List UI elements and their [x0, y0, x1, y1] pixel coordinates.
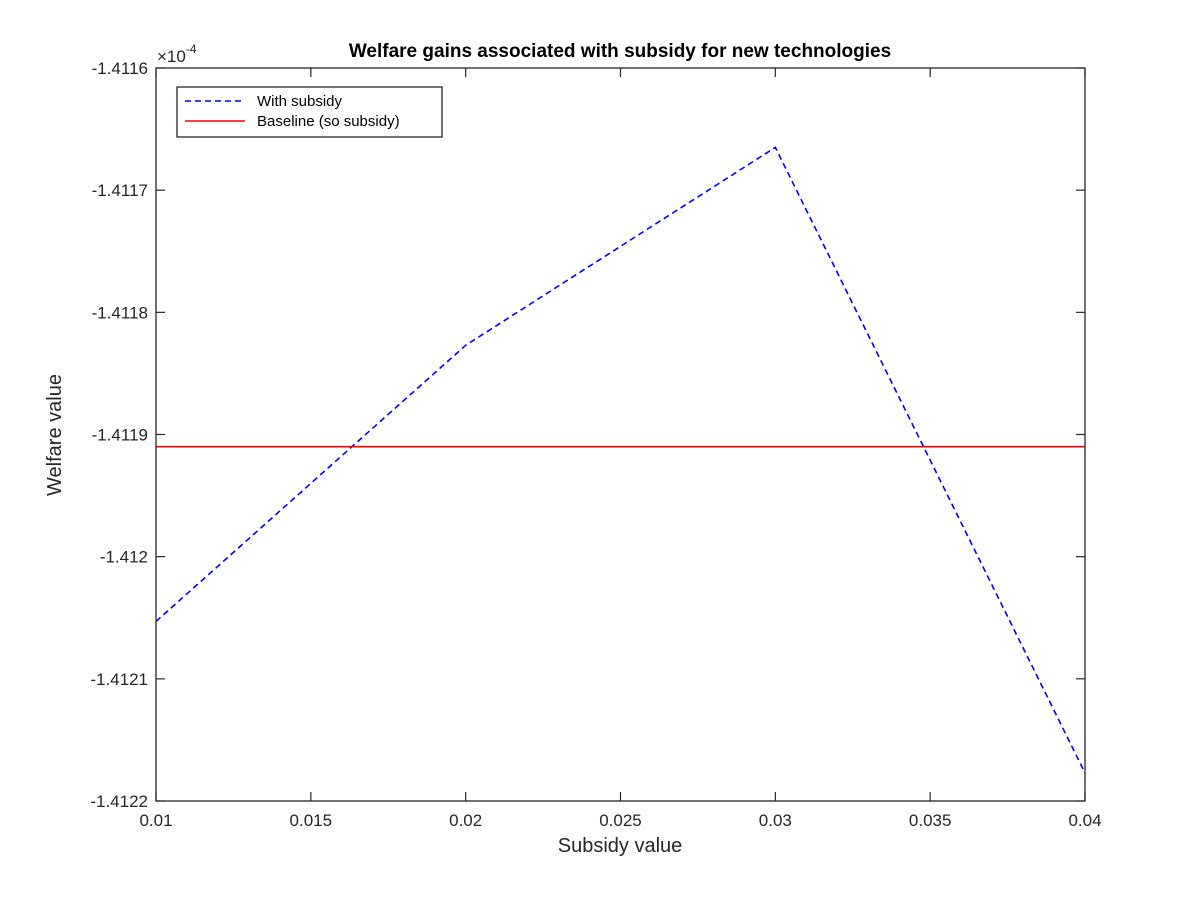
y-tick-label: -1.412	[100, 548, 148, 567]
x-tick-label: 0.035	[909, 811, 952, 830]
y-tick-label: -1.4119	[92, 426, 148, 445]
x-tick-label: 0.025	[599, 811, 642, 830]
y-tick-label: -1.4117	[92, 181, 148, 200]
legend-label-baseline: Baseline (so subsidy)	[257, 113, 400, 130]
legend: With subsidy Baseline (so subsidy)	[176, 86, 443, 138]
chart-title: Welfare gains associated with subsidy fo…	[349, 41, 891, 62]
plot-frame	[155, 67, 1086, 802]
y-axis-label: Welfare value	[44, 374, 66, 496]
x-tick-label: 0.03	[759, 811, 792, 830]
x-axis-label: Subsidy value	[558, 835, 683, 857]
series-line-with-subsidy	[155, 146, 1086, 774]
y-tick-label: -1.4122	[90, 792, 148, 811]
y-axis-multiplier-base: ×10	[157, 47, 186, 66]
y-tick-label: -1.4116	[92, 59, 148, 78]
y-tick-labels: -1.4116 -1.4117 -1.4118 -1.4119 -1.412 -1.412…	[90, 59, 148, 811]
x-tick-label: 0.01	[139, 811, 172, 830]
x-tick-label: 0.02	[449, 811, 482, 830]
legend-label-with-subsidy: With subsidy	[257, 93, 343, 110]
y-axis-multiplier: ×10-4	[157, 42, 197, 66]
x-tick-label: 0.04	[1068, 811, 1101, 830]
y-tick-label: -1.4121	[90, 670, 148, 689]
x-tick-labels: 0.01 0.015 0.02 0.025 0.03 0.035 0.04	[139, 811, 1101, 830]
y-axis-multiplier-exponent: -4	[186, 42, 197, 56]
legend-box	[176, 86, 443, 138]
plot-area	[156, 68, 1085, 801]
x-tick-label: 0.015	[290, 811, 333, 830]
y-tick-label: -1.4118	[92, 303, 148, 322]
